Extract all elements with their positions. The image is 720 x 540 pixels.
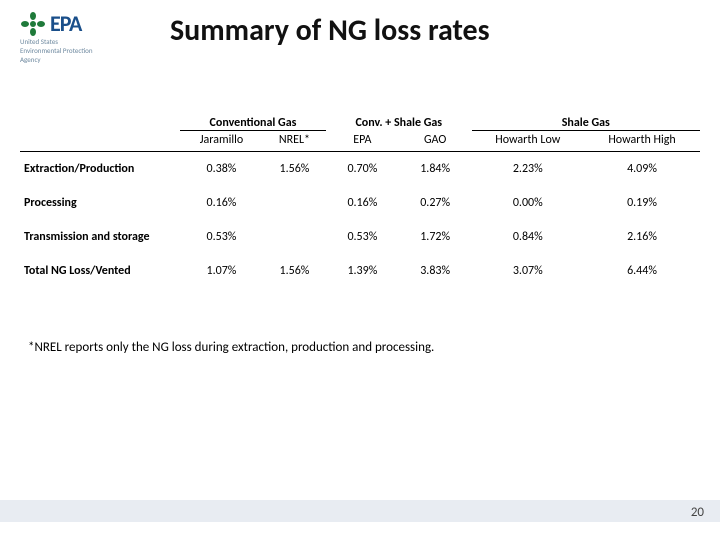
epa-flower-icon xyxy=(20,11,46,37)
cell: 0.53% xyxy=(326,220,399,254)
cell: 3.83% xyxy=(399,254,472,288)
epa-subline-2: Environmental Protection xyxy=(20,47,130,55)
table-row: Total NG Loss/Vented 1.07% 1.56% 1.39% 3… xyxy=(20,254,700,288)
cell: 0.16% xyxy=(326,186,399,220)
cell: 0.27% xyxy=(399,186,472,220)
cell: 1.39% xyxy=(326,254,399,288)
cell: 0.70% xyxy=(326,152,399,187)
col-howarth-low: Howarth Low xyxy=(472,131,584,152)
col-epa: EPA xyxy=(326,131,399,152)
group-header-conv-shale: Conv. + Shale Gas xyxy=(326,110,472,131)
cell: 0.00% xyxy=(472,186,584,220)
epa-subline-3: Agency xyxy=(20,56,130,64)
cell: 3.07% xyxy=(472,254,584,288)
epa-logo: EPA United States Environmental Protecti… xyxy=(20,10,130,64)
row-label: Transmission and storage xyxy=(20,220,180,254)
footnote: *NREL reports only the NG loss during ex… xyxy=(28,340,434,355)
loss-rates-table: Conventional Gas Conv. + Shale Gas Shale… xyxy=(20,110,700,288)
table-column-header-row: Jaramillo NREL* EPA GAO Howarth Low Howa… xyxy=(20,131,700,152)
col-nrel: NREL* xyxy=(263,131,326,152)
cell: 0.16% xyxy=(180,186,263,220)
cell: 6.44% xyxy=(584,254,700,288)
cell: 1.56% xyxy=(263,254,326,288)
row-label: Processing xyxy=(20,186,180,220)
page-number-bar xyxy=(0,500,720,522)
cell: 2.23% xyxy=(472,152,584,187)
col-howarth-high: Howarth High xyxy=(584,131,700,152)
epa-mark: EPA xyxy=(20,10,130,37)
cell: 1.84% xyxy=(399,152,472,187)
cell: 1.72% xyxy=(399,220,472,254)
epa-subline-1: United States xyxy=(20,38,130,46)
cell xyxy=(263,186,326,220)
cell: 0.19% xyxy=(584,186,700,220)
col-jaramillo: Jaramillo xyxy=(180,131,263,152)
cell: 0.53% xyxy=(180,220,263,254)
page-title: Summary of NG loss rates xyxy=(170,12,490,49)
row-label: Extraction/Production xyxy=(20,152,180,187)
cell xyxy=(263,220,326,254)
cell: 4.09% xyxy=(584,152,700,187)
cell: 0.38% xyxy=(180,152,263,187)
table-row: Transmission and storage 0.53% 0.53% 1.7… xyxy=(20,220,700,254)
table-row: Extraction/Production 0.38% 1.56% 0.70% … xyxy=(20,152,700,187)
group-header-conventional: Conventional Gas xyxy=(180,110,326,131)
cell: 2.16% xyxy=(584,220,700,254)
page-number: 20 xyxy=(691,505,704,520)
cell: 1.56% xyxy=(263,152,326,187)
cell: 1.07% xyxy=(180,254,263,288)
epa-acronym: EPA xyxy=(50,10,81,37)
cell: 0.84% xyxy=(472,220,584,254)
group-header-shale: Shale Gas xyxy=(472,110,700,131)
table-group-header-row: Conventional Gas Conv. + Shale Gas Shale… xyxy=(20,110,700,131)
table-row: Processing 0.16% 0.16% 0.27% 0.00% 0.19% xyxy=(20,186,700,220)
col-gao: GAO xyxy=(399,131,472,152)
row-label: Total NG Loss/Vented xyxy=(20,254,180,288)
